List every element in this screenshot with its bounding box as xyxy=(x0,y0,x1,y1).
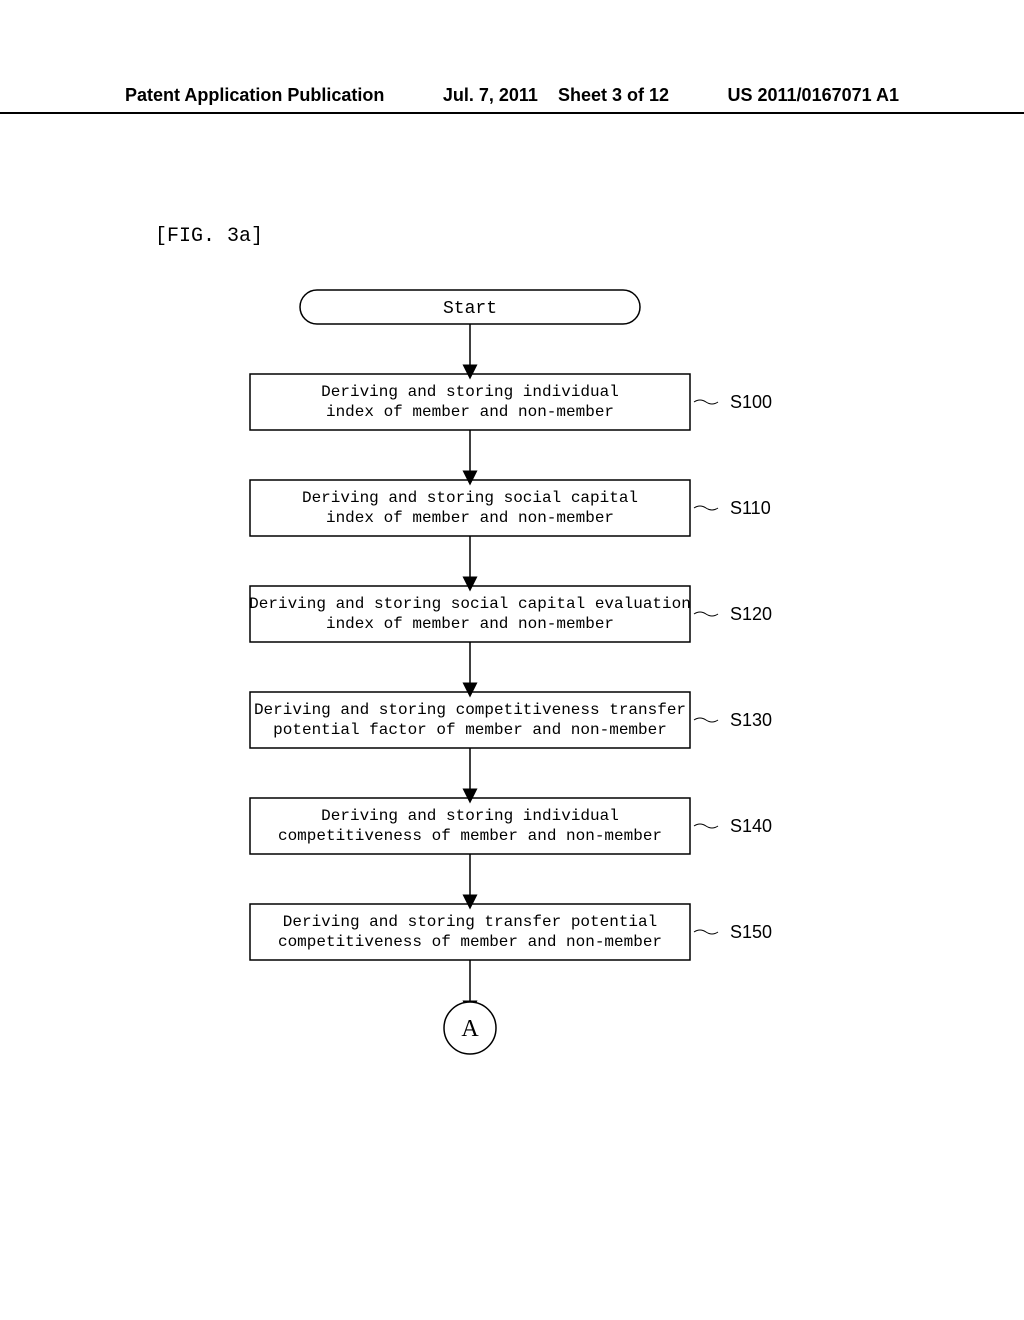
step-text-line2: competitiveness of member and non-member xyxy=(278,933,662,951)
step-id: S130 xyxy=(730,710,772,730)
step-text-line2: potential factor of member and non-membe… xyxy=(273,721,667,739)
pub-date: Jul. 7, 2011 xyxy=(443,85,538,105)
flowchart: Start Deriving and storing individual inde… xyxy=(0,280,1024,1060)
leader-tick xyxy=(694,400,718,404)
publication-type: Patent Application Publication xyxy=(125,85,384,106)
pub-date-sheet: Jul. 7, 2011 Sheet 3 of 12 xyxy=(443,85,669,106)
pub-number: US 2011/0167071 A1 xyxy=(728,85,899,106)
leader-tick xyxy=(694,612,718,616)
sheet-num: Sheet 3 of 12 xyxy=(558,85,669,105)
offpage-connector-label: A xyxy=(461,1016,479,1042)
step-text-line1: Deriving and storing competitiveness tra… xyxy=(254,701,686,719)
step-text-line2: index of member and non-member xyxy=(326,509,614,527)
step-text-line2: index of member and non-member xyxy=(326,403,614,421)
step-text-line1: Deriving and storing transfer potential xyxy=(283,913,657,931)
step-text-line1: Deriving and storing social capital xyxy=(302,489,638,507)
leader-tick xyxy=(694,506,718,510)
step-text-line2: competitiveness of member and non-member xyxy=(278,827,662,845)
step-id: S140 xyxy=(730,816,772,836)
leader-tick xyxy=(694,930,718,934)
flowchart-svg: Start Deriving and storing individual inde… xyxy=(0,280,1024,1060)
page: Patent Application Publication Jul. 7, 2… xyxy=(0,0,1024,1320)
leader-tick xyxy=(694,824,718,828)
page-header: Patent Application Publication Jul. 7, 2… xyxy=(0,85,1024,114)
step-id: S120 xyxy=(730,604,772,624)
figure-label: [FIG. 3a] xyxy=(155,225,263,248)
step-text-line1: Deriving and storing individual xyxy=(321,383,619,401)
step-text-line1: Deriving and storing individual xyxy=(321,807,619,825)
step-text-line1: Deriving and storing social capital eval… xyxy=(249,595,691,613)
step-id: S150 xyxy=(730,922,772,942)
start-label: Start xyxy=(443,299,497,319)
step-id: S100 xyxy=(730,392,772,412)
leader-tick xyxy=(694,718,718,722)
step-text-line2: index of member and non-member xyxy=(326,615,614,633)
step-id: S110 xyxy=(730,498,771,518)
